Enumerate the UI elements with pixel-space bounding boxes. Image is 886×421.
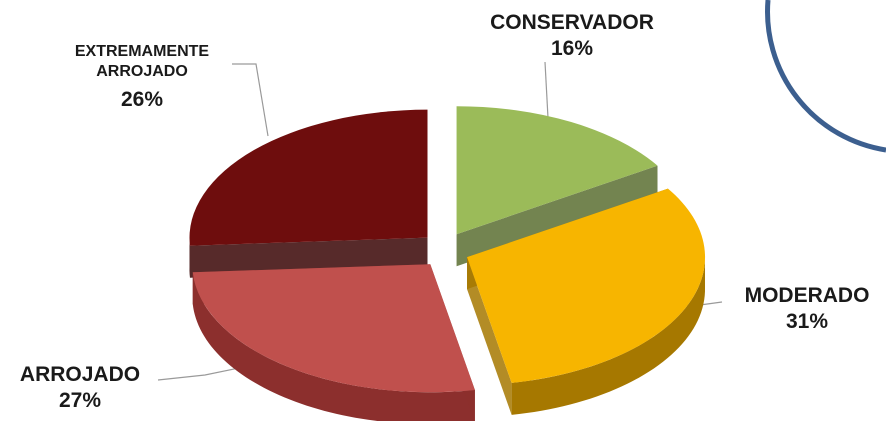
- slice-label-extremamente-arrojado: EXTREMAMENTE ARROJADO 26%: [52, 42, 232, 113]
- slice-face-conservador-1: [456, 165, 658, 267]
- slice-extremamente-arrojado: [189, 109, 428, 278]
- slice-wall-moderado: [511, 255, 706, 415]
- slice-top-arrojado: [192, 264, 475, 393]
- slice-top-extremamente-arrojado: [189, 109, 428, 246]
- slice-moderado: [467, 188, 706, 415]
- slice-name-arrojado-line2: ARROJADO: [96, 63, 188, 80]
- slice-conservador: [456, 106, 658, 267]
- slice-arrojado: [192, 264, 475, 421]
- slice-name-conservador: CONSERVADOR: [490, 11, 654, 34]
- slice-label-arrojado: ARROJADO 27%: [5, 362, 155, 415]
- slice-wall-arrojado: [192, 272, 475, 421]
- slice-label-conservador: CONSERVADOR 16%: [472, 10, 672, 63]
- leader-line-extremamente-arrojado: [232, 63, 269, 137]
- slice-label-moderado: MODERADO 31%: [722, 283, 886, 336]
- slice-name-arrojado: ARROJADO: [19, 363, 141, 386]
- slice-name-moderado: MODERADO: [744, 284, 870, 307]
- slice-top-conservador: [456, 106, 658, 235]
- slice-name-extremamente: EXTREMAMENTE: [74, 43, 210, 60]
- slice-value-conservador: 16%: [550, 37, 594, 61]
- slice-face-moderado-1: [467, 257, 512, 415]
- slice-top-moderado: [467, 188, 706, 383]
- pie-slices: [189, 106, 706, 421]
- leader-line-conservador: [544, 61, 549, 119]
- slice-value-extremamente-arrojado: 26%: [120, 88, 164, 111]
- slice-value-moderado: 31%: [785, 310, 829, 334]
- decorative-ring: [765, 0, 886, 153]
- slice-value-arrojado: 27%: [58, 389, 102, 413]
